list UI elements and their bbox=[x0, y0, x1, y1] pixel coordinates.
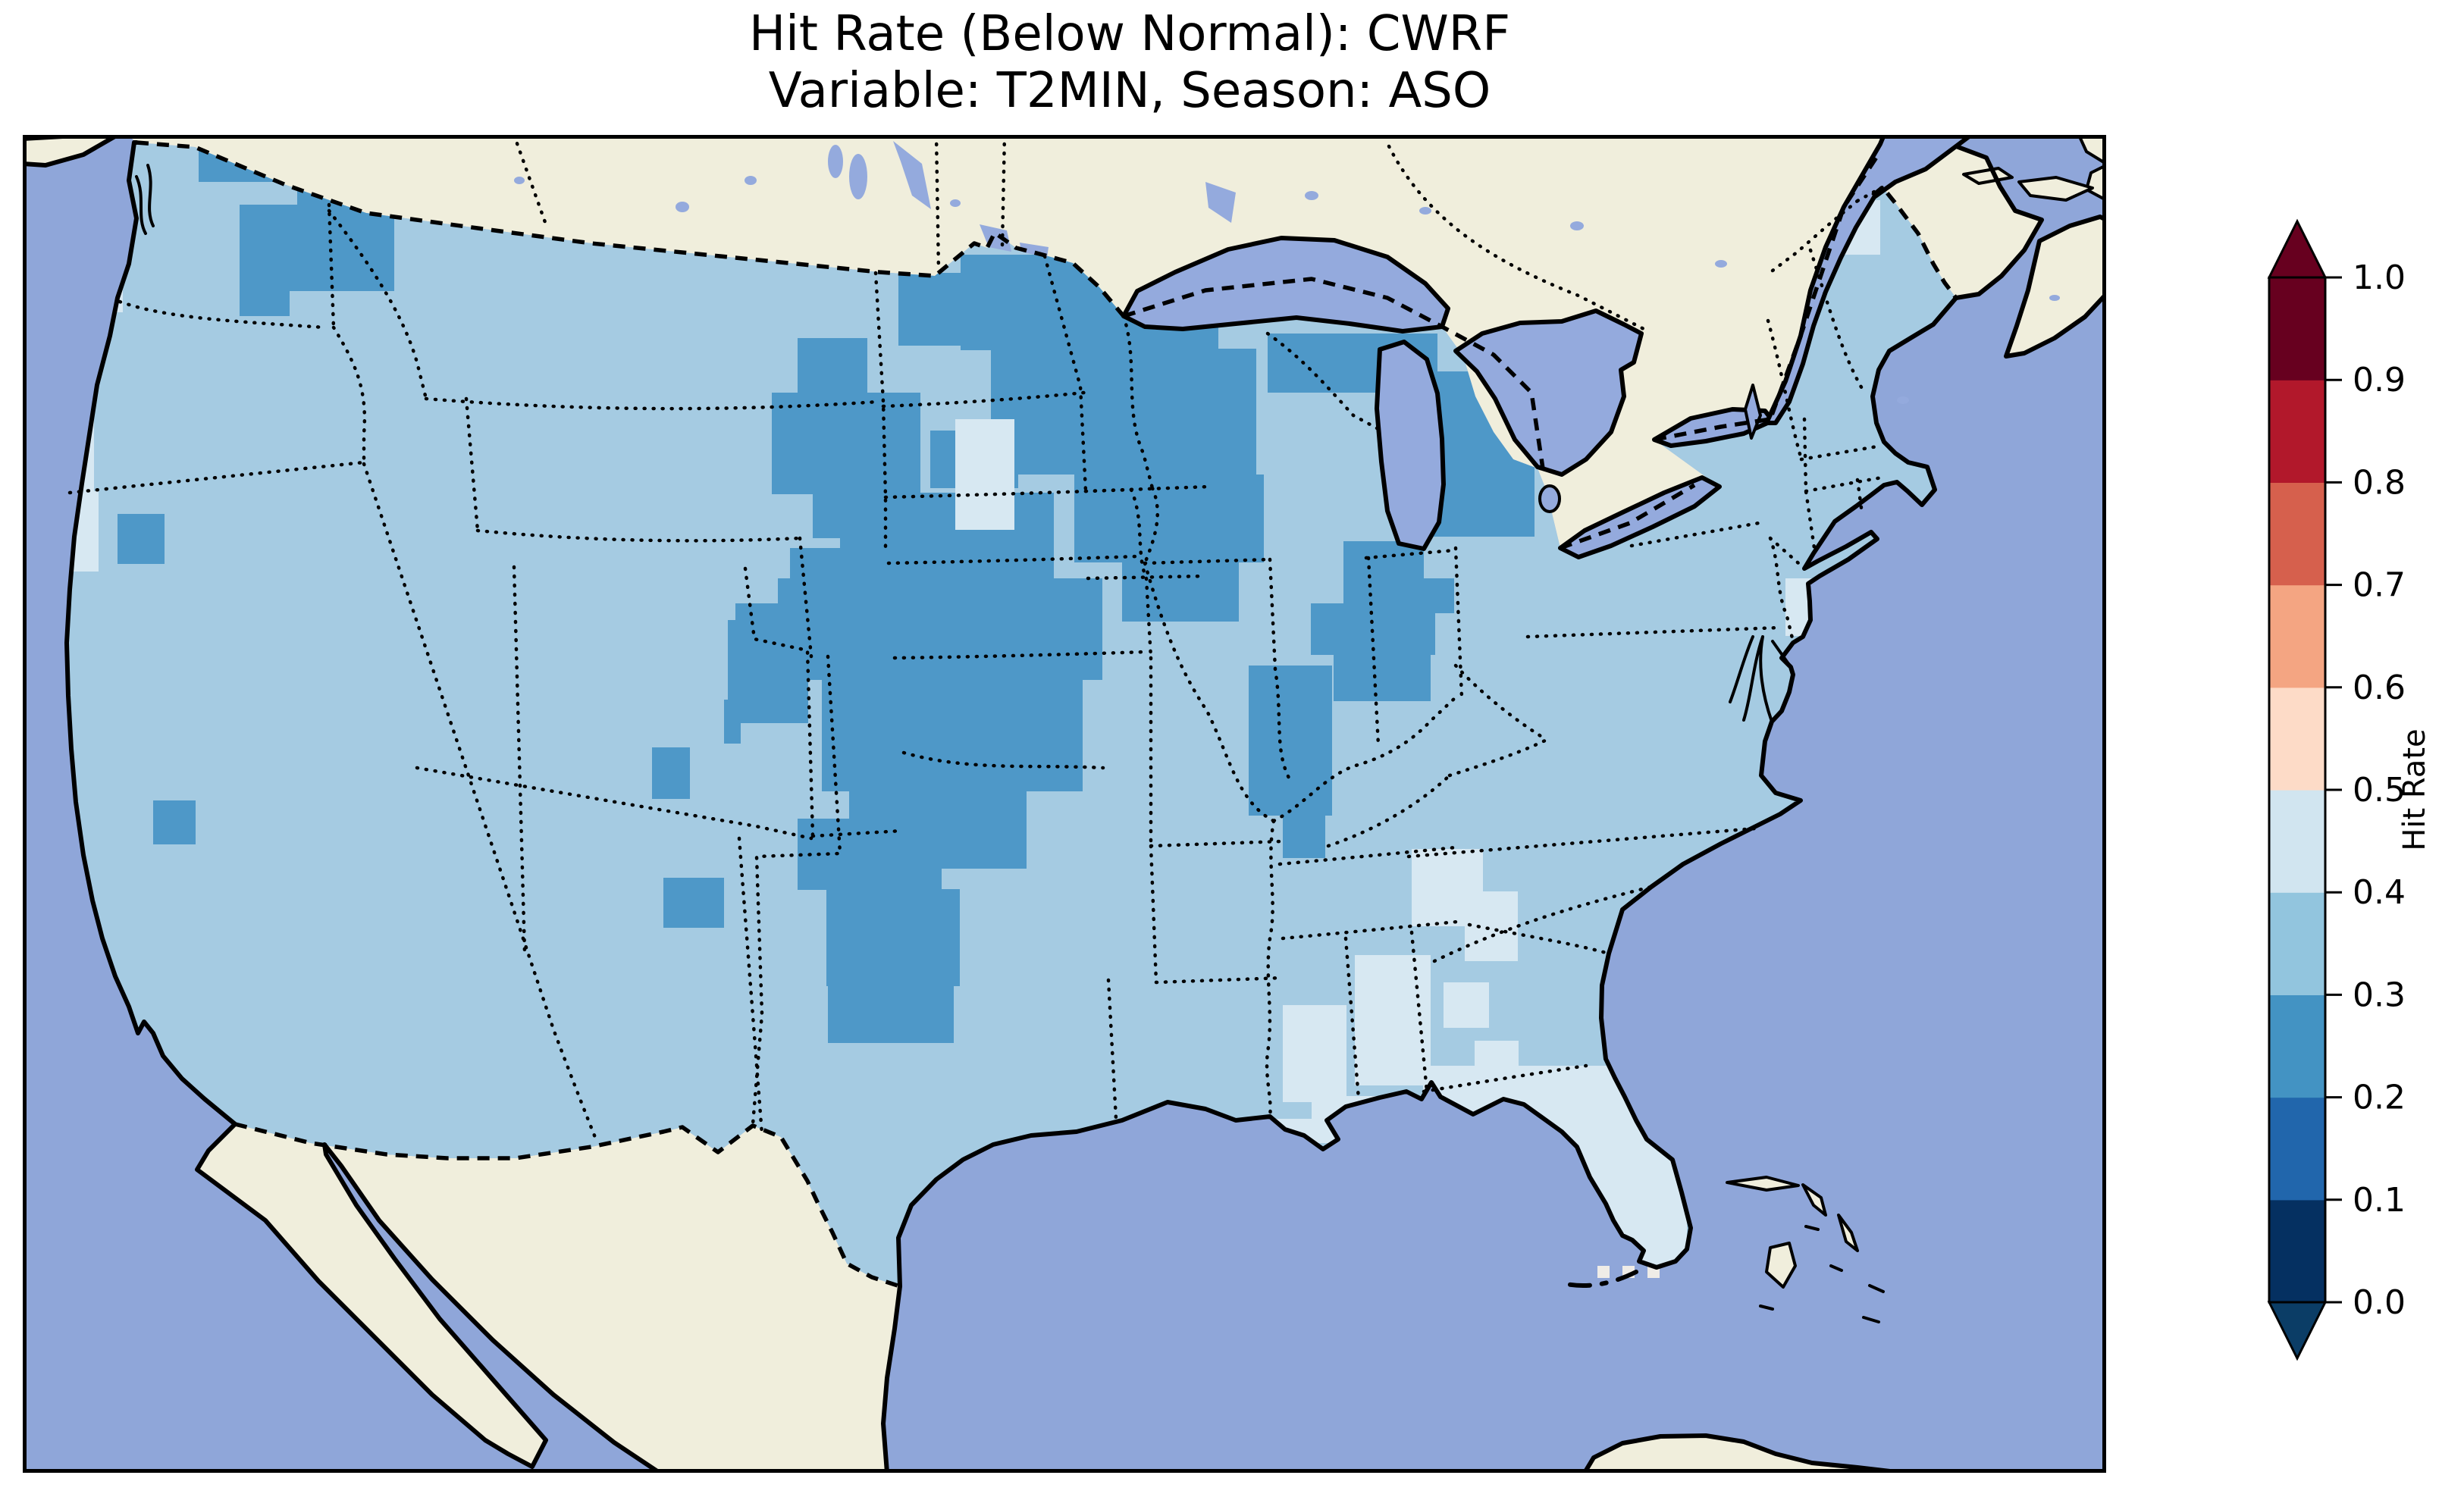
hit-rate-cell bbox=[822, 675, 1083, 791]
lake-michigan bbox=[1375, 340, 1446, 551]
hit-rate-cell bbox=[772, 393, 920, 494]
hit-rate-cell bbox=[1122, 559, 1239, 622]
hit-rate-cell bbox=[652, 747, 690, 799]
hit-rate-cell bbox=[1444, 982, 1489, 1028]
colorbar-tick-label: 0.9 bbox=[2353, 361, 2406, 399]
hit-rate-cell bbox=[955, 419, 1014, 530]
canada-land bbox=[23, 135, 1884, 556]
colorbar-tick-label: 0.8 bbox=[2353, 463, 2406, 502]
prince-edward-island bbox=[2017, 176, 2094, 202]
hit-rate-cell bbox=[1475, 1041, 1519, 1070]
coastlines bbox=[23, 135, 1958, 1473]
colorbar-tick-label: 0.3 bbox=[2353, 976, 2406, 1014]
hit-rate-cell bbox=[118, 514, 165, 564]
colorbar-band bbox=[2269, 994, 2325, 1098]
new-brunswick bbox=[1873, 146, 2042, 298]
title-line-1: Hit Rate (Below Normal): CWRF bbox=[749, 6, 1510, 62]
nova-scotia bbox=[2004, 215, 2106, 359]
colorbar-arrow-under bbox=[2267, 1301, 2328, 1361]
colorbar-band bbox=[2269, 1199, 2325, 1303]
lake-champlain bbox=[1744, 384, 1762, 440]
hit-rate-cell bbox=[1283, 1005, 1346, 1102]
colorbar-band bbox=[2269, 1097, 2325, 1201]
anticosti-sliver bbox=[1962, 167, 2014, 185]
colorbar-tick-label: 0.0 bbox=[2353, 1283, 2406, 1322]
lake-huron bbox=[1453, 309, 1644, 477]
great-lakes bbox=[1121, 135, 1973, 559]
hit-rate-cell bbox=[840, 493, 1054, 579]
hit-rate-cell bbox=[1099, 350, 1149, 400]
colorbar-axis-label: Hit Rate bbox=[2397, 728, 2432, 850]
country-borders bbox=[136, 140, 1958, 1289]
hit-rate-cell bbox=[1465, 891, 1518, 961]
colorbar-band bbox=[2269, 277, 2325, 381]
map-frame bbox=[23, 135, 2106, 1473]
colorbar-tick-label: 0.1 bbox=[2353, 1181, 2406, 1220]
map-canvas bbox=[23, 135, 2106, 1473]
map-panel bbox=[23, 135, 2106, 1473]
hit-rate-cell bbox=[1419, 578, 1454, 613]
colorbar-band bbox=[2269, 687, 2325, 791]
colorbar: 0.0 0.1 0.2 0.3 0.4 0.5 0.6 0.7 0.8 0.9 1.0 Hit Rat… bbox=[2221, 205, 2464, 1417]
colorbar-band bbox=[2269, 380, 2325, 483]
colorbar-tick-label: 0.6 bbox=[2353, 669, 2406, 707]
cape-breton bbox=[2085, 164, 2106, 202]
hit-rate-cell bbox=[240, 205, 394, 291]
title-line-2: Variable: T2MIN, Season: ASO bbox=[768, 63, 1491, 119]
hit-rate-cell bbox=[240, 291, 290, 316]
new-brunswick-coast bbox=[1954, 144, 2044, 300]
state-borders bbox=[67, 135, 1885, 1145]
hit-rate-cell bbox=[798, 819, 942, 890]
hit-rate-cell bbox=[1597, 1266, 1610, 1278]
hit-rate-cell bbox=[1249, 666, 1332, 816]
hit-rate-cell bbox=[1343, 541, 1424, 605]
colorbar-arrow-over bbox=[2267, 218, 2328, 279]
hit-rate-cell bbox=[778, 578, 1102, 680]
hit-rate-cell bbox=[724, 700, 741, 744]
colorbar-band bbox=[2269, 790, 2325, 893]
colorbar-tick-label: 0.5 bbox=[2353, 771, 2406, 810]
hit-rate-cell bbox=[1334, 654, 1431, 701]
hit-rate-cell bbox=[153, 800, 196, 844]
hit-rate-cell bbox=[663, 878, 724, 928]
colorbar-band bbox=[2269, 584, 2325, 688]
colorbar-tick-label: 0.2 bbox=[2353, 1079, 2406, 1117]
colorbar-tick-label: 0.4 bbox=[2353, 873, 2406, 912]
newfoundland-corner bbox=[2077, 135, 2106, 165]
hit-rate-cell bbox=[826, 889, 960, 986]
lake-superior bbox=[1121, 236, 1450, 334]
st-lawrence-river bbox=[1764, 135, 1973, 425]
hit-rate-cell bbox=[1380, 1035, 1412, 1067]
lake-st-clair bbox=[1538, 484, 1561, 513]
hit-rate-cell bbox=[1283, 816, 1325, 858]
figure-title: Hit Rate (Below Normal): CWRF Variable: … bbox=[45, 6, 2214, 120]
colorbar-canvas: 0.0 0.1 0.2 0.3 0.4 0.5 0.6 0.7 0.8 0.9 1.0 Hit Rat… bbox=[2267, 218, 2432, 1361]
bahamas bbox=[1726, 1176, 1885, 1323]
maritimes bbox=[1873, 135, 2106, 359]
colorbar-tick-label: 0.7 bbox=[2353, 566, 2406, 605]
colorbar-band bbox=[2269, 482, 2325, 586]
colorbar-tick-label: 1.0 bbox=[2353, 258, 2406, 297]
hit-rate-cell bbox=[828, 982, 954, 1043]
colorbar-band bbox=[2269, 892, 2325, 995]
